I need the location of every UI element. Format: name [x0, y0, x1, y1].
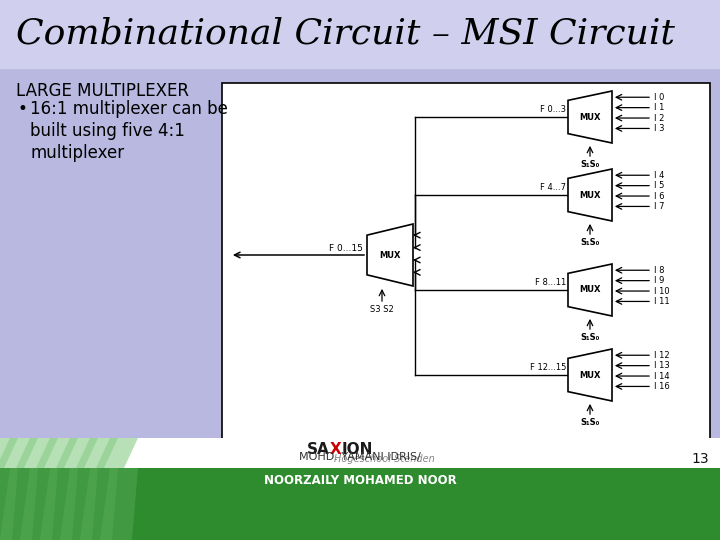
Polygon shape: [0, 468, 18, 540]
Text: multiplexer: multiplexer: [30, 144, 124, 162]
Text: S₁S₀: S₁S₀: [580, 418, 600, 427]
Polygon shape: [36, 438, 78, 468]
Polygon shape: [0, 468, 38, 540]
Text: SA: SA: [307, 442, 330, 457]
Text: I 4: I 4: [654, 171, 665, 180]
Text: F 0...3: F 0...3: [540, 105, 566, 114]
Bar: [0, 438, 720, 468]
Text: I 2: I 2: [654, 113, 665, 123]
Text: X: X: [330, 442, 342, 457]
Text: I 5: I 5: [654, 181, 665, 190]
Text: 13: 13: [691, 452, 708, 466]
Polygon shape: [0, 438, 38, 468]
Text: MOHD. YAMANI IDRIS/: MOHD. YAMANI IDRIS/: [299, 452, 421, 462]
Text: S3 S2: S3 S2: [370, 305, 394, 314]
Bar: [222, 83, 710, 458]
Text: MUX: MUX: [580, 191, 600, 199]
Text: F 8...11: F 8...11: [535, 278, 566, 287]
Text: F 4...7: F 4...7: [540, 183, 566, 192]
Polygon shape: [20, 468, 58, 540]
Text: Combinational Circuit – MSI Circuit: Combinational Circuit – MSI Circuit: [16, 17, 675, 51]
Text: built using five 4:1: built using five 4:1: [30, 122, 185, 140]
Text: I 12: I 12: [654, 351, 670, 360]
Polygon shape: [568, 169, 612, 221]
Text: LARGE MULTIPLEXER: LARGE MULTIPLEXER: [16, 82, 189, 100]
Text: S₁S₀: S₁S₀: [580, 333, 600, 342]
Text: I 14: I 14: [654, 372, 670, 381]
Bar: [0, 68, 720, 468]
Text: I 8: I 8: [654, 266, 665, 275]
Text: I 9: I 9: [654, 276, 665, 285]
Text: S₁S₀: S₁S₀: [580, 238, 600, 247]
Text: F 0...15: F 0...15: [329, 244, 363, 253]
Polygon shape: [0, 438, 18, 468]
Text: 16:1 multiplexer can be: 16:1 multiplexer can be: [30, 100, 228, 118]
Text: MUX: MUX: [379, 251, 401, 260]
Polygon shape: [60, 468, 98, 540]
Text: MUX: MUX: [580, 112, 600, 122]
Text: I 3: I 3: [654, 124, 665, 133]
Text: I 16: I 16: [654, 382, 670, 391]
Text: •: •: [18, 100, 28, 118]
Polygon shape: [568, 349, 612, 401]
Text: I 6: I 6: [654, 192, 665, 200]
Text: I 10: I 10: [654, 287, 670, 295]
Polygon shape: [80, 468, 118, 540]
Text: NOORZAILY MOHAMED NOOR: NOORZAILY MOHAMED NOOR: [264, 474, 456, 487]
Polygon shape: [40, 468, 78, 540]
Polygon shape: [367, 224, 413, 286]
Text: I 7: I 7: [654, 202, 665, 211]
Bar: [0, 0, 720, 68]
Polygon shape: [16, 438, 58, 468]
Text: MUX: MUX: [580, 370, 600, 380]
Bar: [0, 468, 720, 540]
Polygon shape: [96, 438, 138, 468]
Text: I 1: I 1: [654, 103, 665, 112]
Polygon shape: [568, 264, 612, 316]
Text: ION: ION: [342, 442, 374, 457]
Text: Hogeschool Stenden: Hogeschool Stenden: [334, 454, 435, 464]
Text: I 11: I 11: [654, 297, 670, 306]
Polygon shape: [56, 438, 98, 468]
Text: F 12...15: F 12...15: [530, 363, 566, 372]
Text: I 0: I 0: [654, 93, 665, 102]
Polygon shape: [568, 91, 612, 143]
Text: I 13: I 13: [654, 361, 670, 370]
Polygon shape: [100, 468, 138, 540]
Polygon shape: [76, 438, 118, 468]
Text: MUX: MUX: [580, 286, 600, 294]
Text: S₁S₀: S₁S₀: [580, 160, 600, 169]
